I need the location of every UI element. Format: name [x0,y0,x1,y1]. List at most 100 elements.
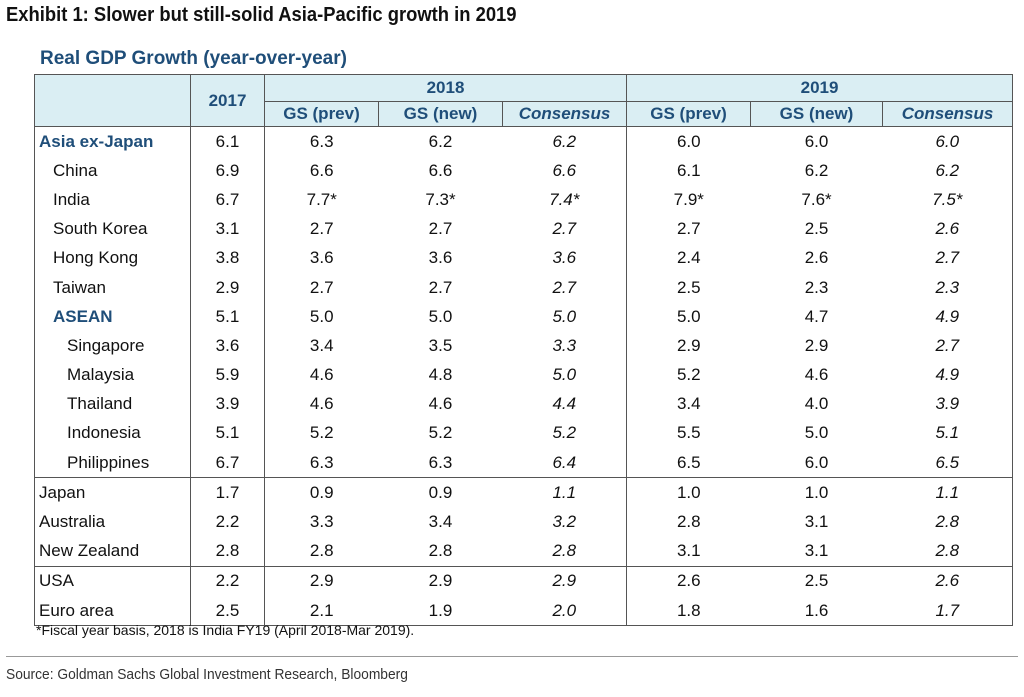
country-label: India [53,189,90,209]
cell-2018-consensus: 6.6 [552,160,577,180]
cell-2019-gs-new: 1.0 [804,482,829,502]
header-2018-consensus: Consensus [501,101,628,127]
cell-2019-gs-prev: 2.5 [626,272,751,303]
cell-2018-consensus: 5.0 [552,365,577,385]
cell-2019-gs-prev: 2.8 [626,507,751,537]
cell-2018-consensus: 6.2 [552,131,577,151]
cell-2018-gs-new: 6.6 [428,160,453,180]
cell-2018-consensus: 7.4* [549,189,580,209]
country-label: South Korea [53,219,148,239]
table-title: Real GDP Growth (year-over-year) [40,48,347,69]
cell-2019-consensus: 2.6 [935,219,960,239]
cell-2019-gs-prev: 3.1 [626,536,751,567]
cell-2018-consensus: 1.1 [552,482,577,502]
source-note: Source: Goldman Sachs Global Investment … [6,666,408,683]
header-2018-gs-new: GS (new) [378,101,503,127]
cell-2019-gs-prev: 5.5 [626,418,751,449]
table-row: Singapore 3.6 3.4 3.5 3.3 2.9 2.9 2.7 [35,331,1013,361]
cell-2019-gs-prev: 5.2 [626,360,751,390]
header-2018-gs-prev: GS (prev) [264,101,379,127]
cell-2017: 6.9 [190,156,265,186]
cell-2018-gs-new: 4.6 [428,394,453,414]
exhibit-title: Exhibit 1: Slower but still-solid Asia-P… [6,4,517,26]
cell-2018-consensus: 3.2 [552,512,577,532]
cell-2019-gs-prev: 7.9* [626,185,751,215]
cell-2017: 3.9 [190,389,265,419]
cell-2017: 2.2 [190,507,265,537]
cell-2018-gs-new: 6.3 [378,448,503,479]
cell-2018-gs-new: 5.2 [428,423,453,443]
cell-2018-gs-prev: 0.9 [309,482,334,502]
cell-2018-gs-new: 2.7 [428,219,453,239]
cell-2018-consensus: 2.8 [502,536,627,567]
table-row: Asia ex-Japan 6.1 6.3 6.2 6.2 6.0 6.0 6.0 [35,126,1013,157]
cell-2017: 2.9 [190,272,265,303]
table-row: Thailand 3.9 4.6 4.6 4.4 3.4 4.0 3.9 [35,389,1013,419]
header-2019: 2019 [626,74,1014,102]
table-row: South Korea 3.1 2.7 2.7 2.7 2.7 2.5 2.6 [35,214,1013,244]
cell-2018-gs-new: 2.9 [428,571,453,591]
cell-2019-gs-prev: 6.1 [626,156,751,186]
cell-2017: 2.8 [190,536,265,567]
table-row: Indonesia 5.1 5.2 5.2 5.2 5.5 5.0 5.1 [35,418,1013,449]
country-label: Euro area [39,600,114,620]
cell-2019-gs-new: 1.6 [804,600,829,620]
header-row-years: 2017 2018 2019 [34,74,1014,127]
cell-2018-gs-new: 0.9 [428,482,453,502]
cell-2019-gs-prev: 6.5 [626,448,751,479]
country-label: Philippines [34,448,191,479]
cell-2018-gs-prev: 2.7 [309,219,334,239]
cell-2018-consensus: 5.0 [552,306,577,326]
cell-2018-gs-prev: 7.7* [306,189,337,209]
cell-2019-gs-prev: 3.4 [626,389,751,419]
cell-2019-gs-prev: 2.4 [626,243,751,273]
cell-2019-gs-new: 4.0 [804,394,829,414]
cell-2019-consensus: 4.9 [935,306,960,326]
cell-2017: 3.8 [190,243,265,273]
table-body: Asia ex-Japan 6.1 6.3 6.2 6.2 6.0 6.0 6.0 China 6… [34,126,1013,626]
cell-2018-gs-new: 2.8 [378,536,503,567]
country-label: Asia ex-Japan [39,131,154,151]
cell-2018-gs-prev: 3.3 [309,512,334,532]
header-row-sources: GS (prev) GS (new) Consensus GS (prev) G… [35,101,1014,127]
cell-2018-consensus: 5.2 [552,423,577,443]
cell-2018-gs-new: 3.4 [428,512,453,532]
cell-2019-gs-prev: 5.0 [626,302,751,332]
cell-2018-gs-prev: 6.3 [309,131,334,151]
table-row: Japan 1.7 0.9 0.9 1.1 1.0 1.0 1.1 [35,477,1013,508]
source-divider [6,656,1018,657]
cell-2017: 5.1 [190,418,265,449]
cell-2019-gs-new: 4.7 [804,306,829,326]
country-label: Hong Kong [53,248,139,268]
cell-2017: 2.5 [190,596,265,626]
cell-2019-gs-prev: 2.9 [626,331,751,361]
table-row: Taiwan 2.9 2.7 2.7 2.7 2.5 2.3 2.3 [35,272,1013,303]
cell-2018-gs-new: 3.6 [428,248,453,268]
cell-2018-gs-new: 5.0 [428,306,453,326]
cell-2017: 5.9 [190,360,265,390]
cell-2019-consensus: 1.7 [935,600,960,620]
cell-2019-gs-new: 6.0 [804,131,829,151]
cell-2019-consensus: 2.8 [882,536,1013,567]
header-2019-consensus: Consensus [882,101,1014,127]
cell-2019-consensus: 6.0 [935,131,960,151]
cell-2018-gs-new: 7.3* [425,189,456,209]
country-label: Taiwan [53,277,106,297]
cell-2017: 6.1 [190,126,265,157]
cell-2019-consensus: 4.9 [935,365,960,385]
header-country-corner [34,74,191,127]
table-row: Euro area 2.5 2.1 1.9 2.0 1.8 1.6 1.7 [35,596,1013,626]
cell-2019-gs-new: 2.5 [804,219,829,239]
cell-2018-gs-prev: 5.0 [309,306,334,326]
cell-2019-consensus: 6.2 [935,160,960,180]
cell-2018-gs-new: 1.9 [428,600,453,620]
table-row: USA 2.2 2.9 2.9 2.9 2.6 2.5 2.6 [35,566,1013,596]
cell-2019-gs-new: 6.2 [804,160,829,180]
country-label: ASEAN [53,306,113,326]
country-label: New Zealand [34,536,191,567]
cell-2018-consensus: 2.7 [552,219,577,239]
cell-2018-consensus: 3.3 [552,335,577,355]
cell-2019-gs-prev: 2.6 [626,566,751,596]
cell-2018-gs-prev: 5.2 [309,423,334,443]
gdp-growth-table: 2017 2018 2019 GS (prev) GS (new) Consen… [34,74,1014,627]
